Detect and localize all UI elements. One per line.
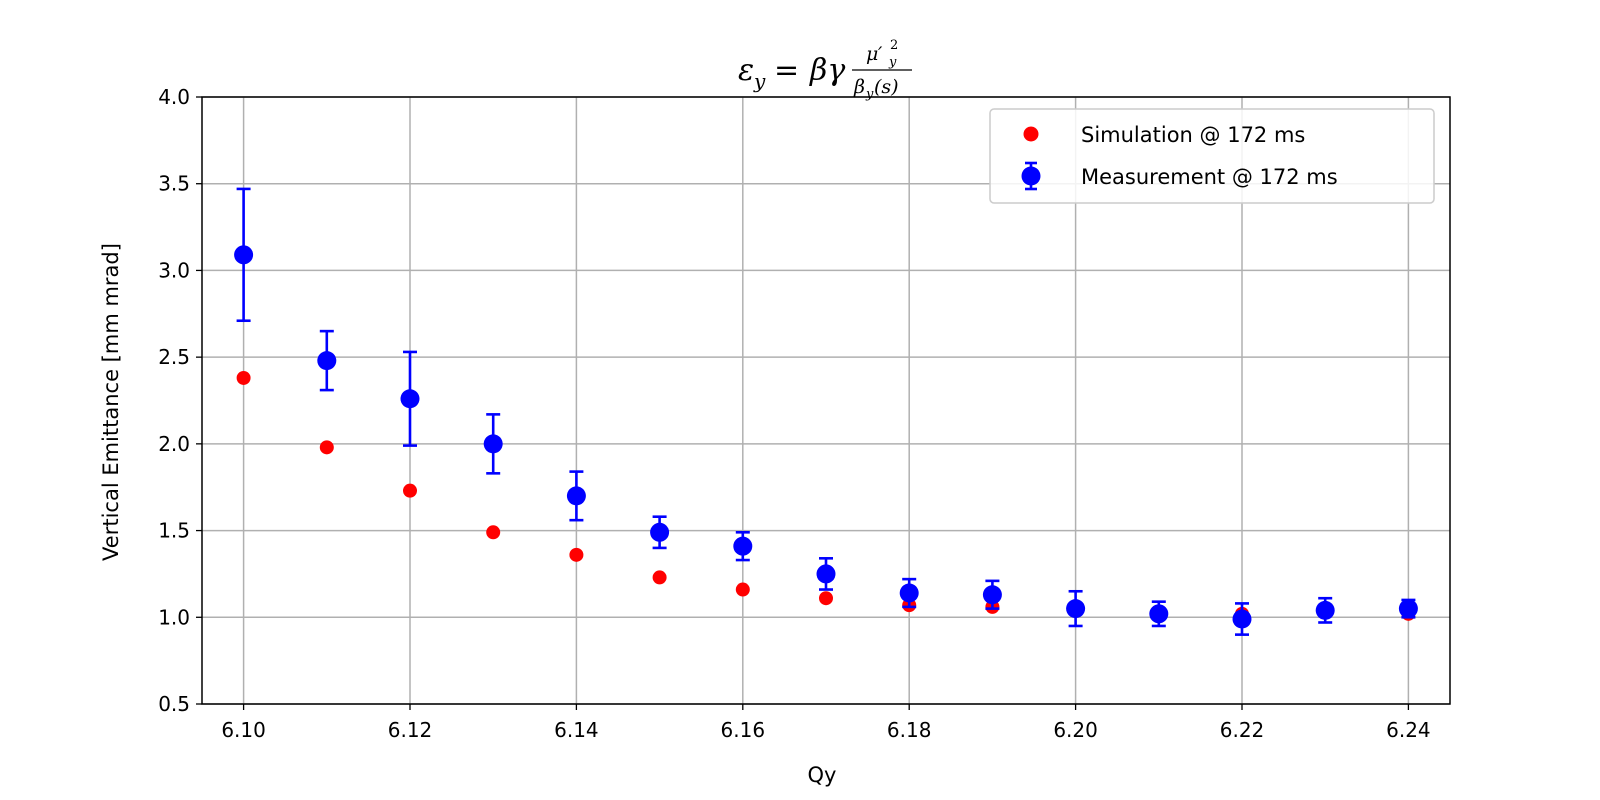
simulation-point	[319, 440, 334, 455]
legend-measurement-label: Measurement @ 172 ms	[1081, 165, 1338, 189]
x-tick-label: 6.22	[1220, 718, 1265, 742]
title-denominator: β	[853, 76, 865, 98]
title-factor: βγ	[809, 53, 845, 88]
y-tick-label: 1.5	[158, 519, 190, 543]
simulation-point	[652, 570, 667, 585]
x-tick-label: 6.14	[554, 718, 599, 742]
title-numerator-superscript: 2	[890, 38, 898, 53]
y-tick-label: 2.5	[158, 345, 190, 369]
measurement-point	[483, 434, 503, 454]
simulation-point	[819, 591, 833, 606]
measurement-point	[1066, 599, 1086, 619]
legend-box	[989, 108, 1435, 204]
plot-frame	[201, 96, 1451, 705]
y-tick-label: 3.0	[158, 258, 190, 282]
title-equals: =	[774, 53, 799, 88]
legend-simulation-label: Simulation @ 172 ms	[1081, 123, 1305, 147]
simulation-point	[236, 370, 251, 385]
y-tick-label: 2.0	[158, 432, 190, 456]
x-tick-label: 6.12	[388, 718, 433, 742]
title-denominator-argument: (s)	[874, 76, 899, 98]
plot-area	[234, 187, 1418, 636]
legend-simulation-marker	[1023, 126, 1039, 142]
measurement-point	[400, 389, 420, 409]
y-tick-label: 0.5	[158, 692, 190, 716]
title-numerator: μ	[866, 43, 878, 65]
x-tick-label: 6.20	[1053, 718, 1098, 742]
measurement-point	[982, 585, 1002, 605]
legend: Simulation @ 172 ms Measurement @ 172 ms	[989, 108, 1435, 204]
measurement-point	[1315, 600, 1335, 620]
measurement-point	[650, 522, 670, 542]
y-axis-label: Vertical Emittance [mm mrad]	[99, 243, 123, 561]
measurement-point	[1398, 599, 1418, 619]
measurement-point	[317, 351, 337, 371]
measurement-point	[816, 564, 836, 584]
measurement-point	[1149, 604, 1169, 624]
simulation-point	[735, 582, 750, 597]
x-tick-label: 6.18	[887, 718, 932, 742]
chart-title: ε y = βγ μ ′ 2 y β y (s)	[738, 38, 912, 102]
simulation-point	[486, 525, 501, 540]
measurement-point	[733, 536, 753, 556]
y-tick-label: 3.5	[158, 172, 190, 196]
x-axis-ticks: 6.10 6.12 6.14 6.16 6.18 6.20 6.22 6.24	[221, 704, 1431, 742]
x-tick-label: 6.16	[721, 718, 766, 742]
title-numerator-subscript: y	[888, 55, 897, 70]
legend-measurement-dot	[1021, 166, 1041, 186]
measurement-point	[899, 583, 919, 603]
title-denominator-subscript: y	[865, 87, 874, 102]
x-tick-label: 6.10	[221, 718, 266, 742]
title-lhs-subscript: y	[753, 69, 766, 93]
measurement-point	[234, 245, 254, 265]
legend-measurement-marker	[1021, 161, 1041, 191]
title-numerator-prime: ′	[878, 43, 883, 65]
measurement-point	[566, 486, 586, 506]
title-lhs: ε	[738, 53, 754, 88]
y-axis-ticks: 0.5 1.0 1.5 2.0 2.5 3.0 3.5 4.0	[158, 85, 202, 716]
y-tick-label: 1.0	[158, 605, 190, 629]
x-axis-label: Qy	[808, 763, 837, 787]
y-tick-label: 4.0	[158, 85, 190, 109]
measurement-point	[1232, 609, 1252, 629]
x-tick-label: 6.24	[1386, 718, 1431, 742]
simulation-point	[569, 547, 584, 562]
simulation-point	[403, 483, 417, 498]
